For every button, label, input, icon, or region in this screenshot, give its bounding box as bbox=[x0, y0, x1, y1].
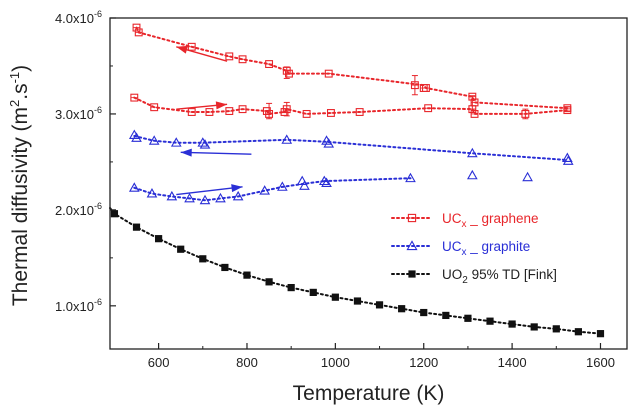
uo2-point bbox=[331, 293, 339, 301]
graphite-point bbox=[318, 175, 330, 186]
uo2-point bbox=[530, 323, 538, 331]
x-tick-label: 1200 bbox=[409, 355, 438, 370]
legend-label: UO2 95% TD [Fink] bbox=[442, 267, 557, 286]
uo2-point bbox=[243, 271, 251, 279]
graphite-point bbox=[232, 190, 244, 201]
uo2-point bbox=[486, 317, 494, 325]
graphite-point bbox=[170, 137, 182, 147]
x-tick-label: 1400 bbox=[498, 355, 527, 370]
graphite-point bbox=[128, 182, 140, 192]
y-axis-title-sup1: 2 bbox=[7, 100, 22, 107]
uo2-point bbox=[155, 235, 163, 243]
legend-item-0: UCx _ graphene bbox=[391, 211, 539, 230]
uo2-point bbox=[177, 245, 185, 253]
direction-arrow-head bbox=[180, 148, 192, 157]
uo2-point bbox=[132, 223, 141, 231]
y-tick-label: 1.0x10-6 bbox=[55, 297, 102, 314]
direction-arrow-shaft bbox=[176, 186, 243, 196]
legend-label: UCx _ graphene bbox=[442, 211, 539, 230]
series-1-fit-line bbox=[133, 135, 569, 161]
graphite-point bbox=[467, 147, 478, 158]
x-tick-label: 1000 bbox=[321, 355, 350, 370]
graphite-point bbox=[166, 190, 178, 201]
uo2-point bbox=[442, 311, 450, 320]
x-tick-label: 1600 bbox=[586, 355, 615, 370]
x-tick-label: 800 bbox=[236, 355, 258, 370]
graphite-point bbox=[406, 240, 418, 251]
uo2-point bbox=[596, 330, 605, 338]
series-1-fit-line bbox=[133, 180, 326, 202]
y-axis-title-main: Thermal diffusivity (m bbox=[9, 107, 32, 306]
uo2-point bbox=[265, 278, 273, 286]
graphite-point bbox=[148, 135, 160, 145]
y-axis-title-sup2: -1 bbox=[7, 72, 22, 84]
y-axis-ticks: 1.0x10-6 2.0x10-6 3.0x10-6 4.0x10-6 bbox=[55, 9, 116, 314]
uo2-point bbox=[199, 255, 207, 263]
y-axis-title: Thermal diffusivity (m2.s-1) bbox=[7, 65, 32, 306]
uo2-point bbox=[375, 301, 384, 309]
graphite-point bbox=[467, 169, 478, 180]
legend-item-2: UO2 95% TD [Fink] bbox=[391, 267, 557, 286]
direction-arrow-head bbox=[215, 101, 228, 110]
series-1 bbox=[128, 129, 574, 205]
uo2-point bbox=[309, 288, 317, 296]
y-tick-label: 2.0x10-6 bbox=[55, 201, 102, 218]
graphite-point bbox=[184, 192, 195, 203]
graphite-point bbox=[299, 180, 310, 190]
legend-item-1: UCx _ graphite bbox=[391, 239, 530, 258]
uo2-point bbox=[552, 325, 560, 333]
graphite-point bbox=[259, 185, 270, 195]
series-0-fit-line bbox=[135, 26, 569, 110]
direction-arrow-shaft bbox=[180, 151, 252, 155]
y-axis-title-end: ) bbox=[9, 65, 32, 72]
uo2-point bbox=[110, 210, 119, 218]
plot-frame bbox=[109, 17, 628, 350]
uo2-point bbox=[464, 314, 472, 322]
graphite-point bbox=[215, 192, 226, 203]
uo2-point bbox=[408, 270, 416, 278]
graphite-point bbox=[197, 137, 209, 147]
uo2-point bbox=[508, 320, 516, 328]
graphite-point bbox=[199, 139, 211, 149]
uo2-point bbox=[398, 305, 406, 313]
series-1-fit-line bbox=[323, 177, 412, 183]
direction-arrow-head bbox=[231, 184, 243, 193]
legend-label: UCx _ graphite bbox=[442, 239, 530, 258]
graphite-point bbox=[276, 181, 288, 191]
uo2-point bbox=[353, 297, 362, 305]
graphite-point bbox=[281, 134, 293, 144]
series-2 bbox=[109, 207, 605, 338]
uo2-point bbox=[221, 263, 229, 272]
x-tick-label: 600 bbox=[148, 355, 170, 370]
plot-annotations bbox=[176, 45, 252, 196]
uo2-point bbox=[287, 283, 295, 292]
plot-series bbox=[109, 23, 605, 338]
y-tick-label: 4.0x10-6 bbox=[55, 9, 102, 26]
y-axis-title-mid: .s bbox=[9, 83, 32, 99]
x-axis-ticks: 600 800 1000 1200 1400 1600 bbox=[148, 343, 615, 370]
graphite-point bbox=[562, 152, 573, 163]
graphite-point bbox=[321, 177, 332, 187]
series-2-fit-line bbox=[109, 207, 602, 335]
legend: UCx _ graphene UCx _ graphite UO2 95% TD [… bbox=[391, 211, 557, 286]
x-axis-title: Temperature (K) bbox=[293, 382, 445, 405]
graphite-point bbox=[323, 138, 335, 148]
graphite-point bbox=[199, 194, 211, 205]
graphite-point bbox=[146, 188, 158, 198]
uo2-point bbox=[420, 308, 428, 317]
graphite-point bbox=[131, 132, 142, 142]
uo2-point bbox=[574, 328, 582, 336]
graphite-point bbox=[405, 172, 416, 183]
graphite-point bbox=[562, 155, 574, 165]
direction-arrow-head bbox=[176, 45, 188, 54]
graphite-point bbox=[522, 171, 533, 182]
y-tick-label: 3.0x10-6 bbox=[55, 105, 102, 122]
